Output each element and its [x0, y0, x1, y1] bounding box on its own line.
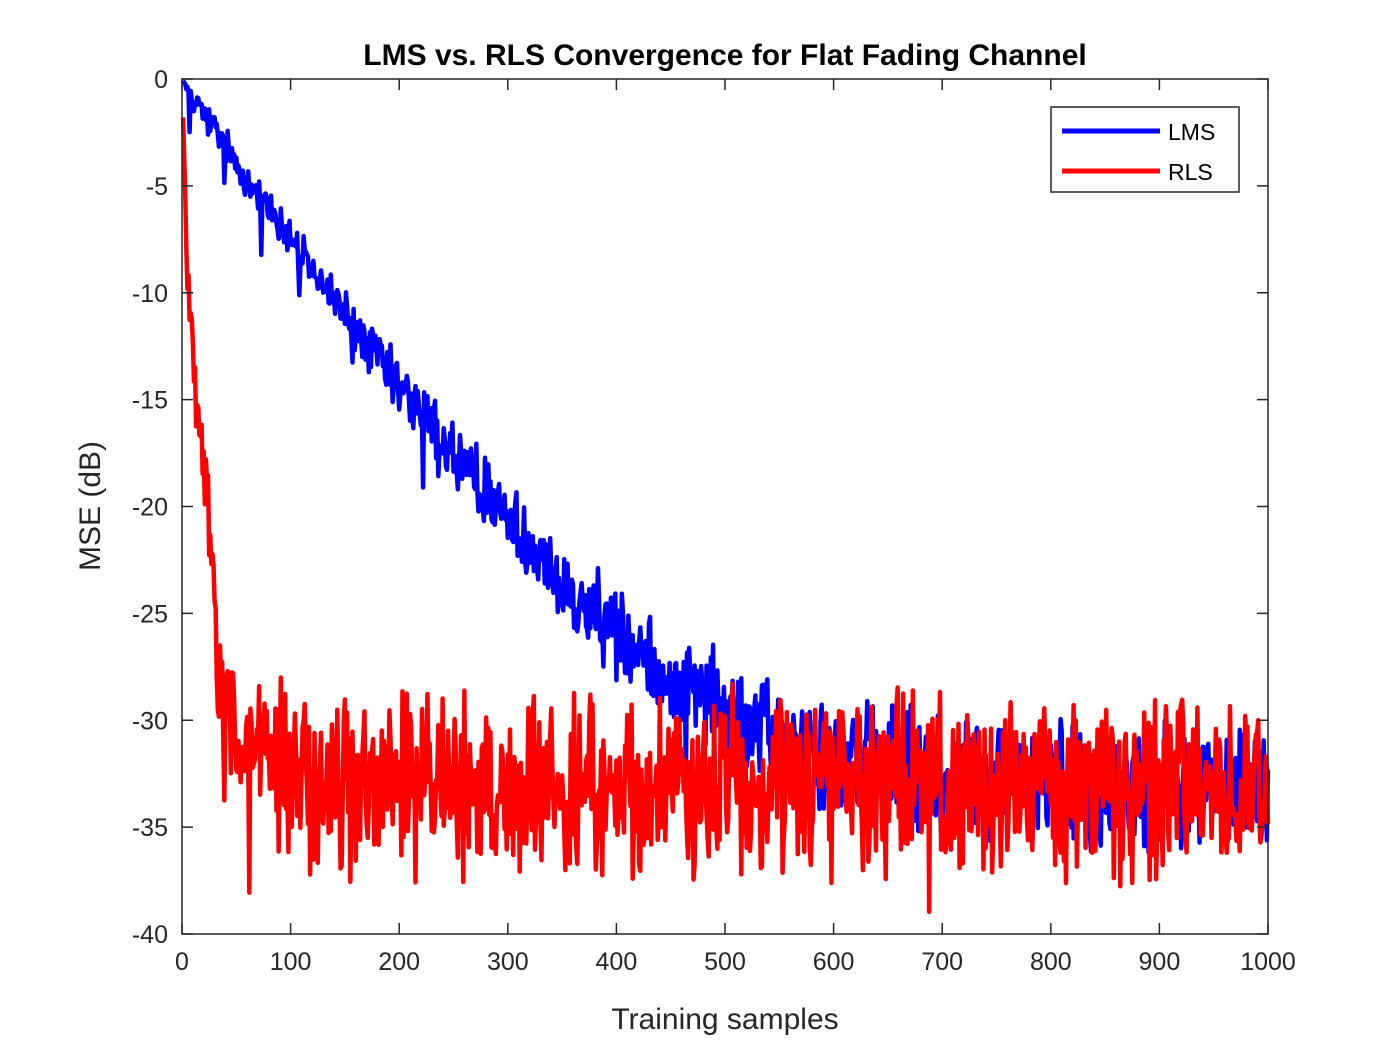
x-tick-label: 500 [704, 948, 746, 976]
y-tick-label: 0 [154, 66, 168, 94]
axes-layer: 0 100 200 300 400 500 600 700 800 900 1000 0 -5 -10 -1… [132, 66, 1296, 976]
x-tick-label: 700 [921, 948, 963, 976]
y-tick-label: -5 [146, 173, 168, 201]
x-axis-label: Training samples [611, 1003, 838, 1036]
x-tick-label: 800 [1030, 948, 1072, 976]
x-tick-label: 600 [813, 948, 855, 976]
legend-label-rls: RLS [1168, 159, 1213, 185]
y-tick-label: -10 [132, 280, 168, 308]
x-tick-label: 900 [1139, 948, 1181, 976]
legend-box [1050, 106, 1240, 193]
legend: LMS RLS [1050, 106, 1240, 193]
y-axis-label: MSE (dB) [74, 441, 107, 571]
y-tick-label: -15 [132, 387, 168, 415]
series-line-rls [180, 117, 1271, 915]
x-tick-label: 200 [378, 948, 420, 976]
y-tick-label: -30 [132, 707, 168, 735]
y-tick-label: -25 [132, 600, 168, 628]
x-tick-label: 300 [487, 948, 529, 976]
y-tick-label: -20 [132, 494, 168, 522]
x-tick-label: 1000 [1240, 948, 1296, 976]
chart-title: LMS vs. RLS Convergence for Flat Fading … [363, 39, 1086, 72]
y-tick-label: -40 [132, 921, 168, 949]
x-tick-label: 400 [596, 948, 638, 976]
x-tick-label: 0 [175, 948, 189, 976]
x-tick-label: 100 [270, 948, 312, 976]
legend-label-lms: LMS [1168, 119, 1215, 145]
series-layer [180, 79, 1271, 915]
y-tick-label: -35 [132, 814, 168, 842]
